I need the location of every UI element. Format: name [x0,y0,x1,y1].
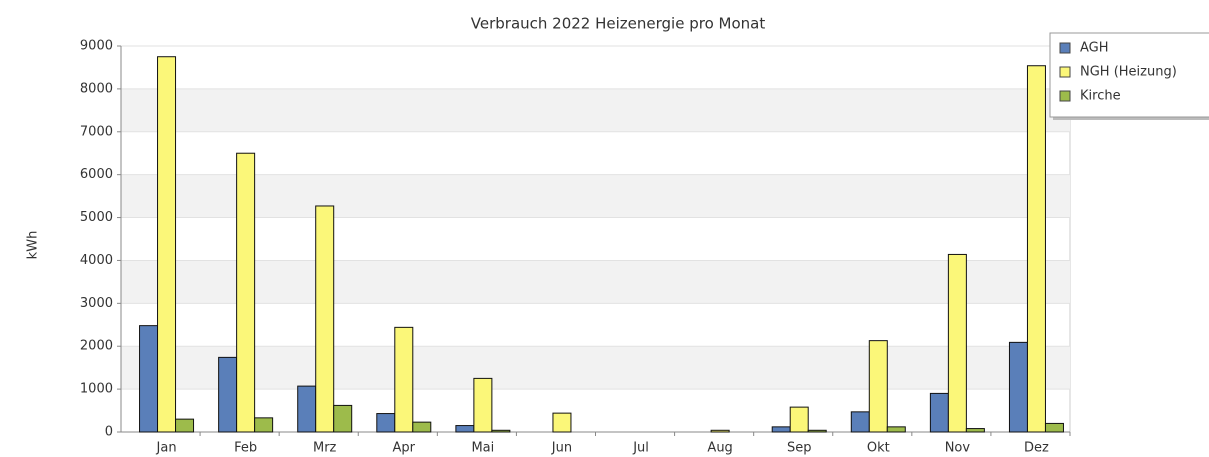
y-tick-label: 6000 [80,167,113,182]
chart-title: Verbrauch 2022 Heizenergie pro Monat [471,15,766,33]
bar [491,429,511,433]
bar [412,421,432,433]
x-tick-label: Aug [707,441,732,456]
y-tick-label: 2000 [80,339,113,354]
grid-band [121,346,1070,390]
bar [394,326,414,433]
x-tick-label: Dez [1024,441,1049,456]
y-tick-label: 1000 [80,382,113,397]
grid-band [121,174,1070,218]
y-tick-label: 7000 [80,124,113,139]
bar [297,385,317,433]
bar [139,325,159,433]
x-tick-label: Feb [234,441,257,456]
x-tick-label: Okt [867,441,890,456]
bar [552,412,572,433]
legend-label: NGH (Heizung) [1080,65,1177,80]
bar [236,152,256,433]
bar [333,404,353,433]
x-tick-label: Jul [632,441,649,456]
bar [254,417,274,433]
bar [947,253,967,433]
x-tick-label: Jun [551,441,572,456]
bar [218,356,238,433]
x-tick-label: Jan [156,441,177,456]
bar [157,56,177,433]
bar [1044,422,1064,433]
bar [965,428,985,433]
legend-label: AGH [1080,41,1109,56]
legend-swatch [1059,90,1071,102]
bar [868,340,888,433]
y-tick-label: 8000 [80,81,113,96]
bar [455,425,475,433]
bar [1026,65,1046,433]
bar [929,392,949,433]
bar [376,413,396,433]
legend-swatch [1059,42,1071,54]
legend-swatch [1059,66,1071,78]
y-tick-label: 3000 [80,296,113,311]
grid-band [121,88,1070,132]
legend-label: Kirche [1080,89,1121,104]
legend-box [1049,32,1209,118]
x-tick-label: Sep [787,441,812,456]
grid-band [121,260,1070,304]
bar [807,429,827,433]
bar [850,411,870,433]
bar [886,426,906,433]
bar [473,377,493,433]
x-tick-label: Mrz [313,441,337,456]
x-tick-label: Mai [471,441,494,456]
y-tick-label: 9000 [80,39,113,54]
bar [789,406,809,433]
bar [315,205,335,433]
y-tick-label: 5000 [80,210,113,225]
x-tick-label: Nov [945,441,971,456]
bar [710,429,730,433]
x-tick-label: Apr [393,441,416,456]
bar [771,426,791,433]
bar [1008,341,1028,433]
y-axis-label: kWh [26,231,41,260]
bar [175,418,195,433]
y-tick-label: 4000 [80,253,113,268]
y-tick-label: 0 [105,425,113,440]
